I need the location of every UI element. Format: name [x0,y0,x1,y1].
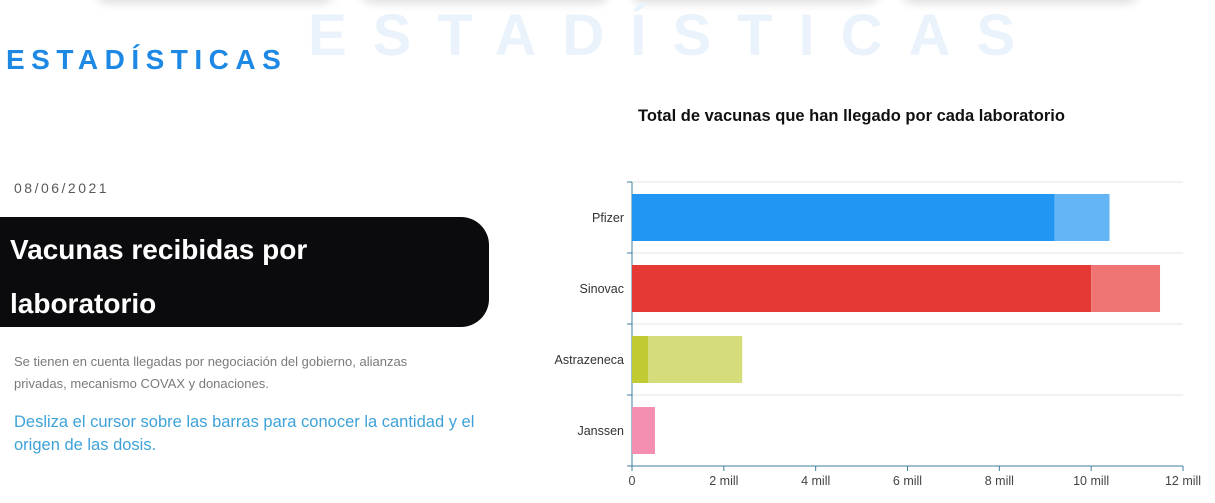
x-tick-label: 6 mill [893,474,922,488]
x-tick-label: 0 [629,474,636,488]
card-note: Se tienen en cuenta llegadas por negocia… [14,354,408,391]
x-tick-label: 12 mill [1165,474,1201,488]
bar-pfizer-segment-2[interactable] [1054,194,1110,241]
card-hint: Desliza el cursor sobre las barras para … [14,413,475,454]
bar-janssen-segment-1[interactable] [632,407,655,454]
x-tick-label: 8 mill [985,474,1014,488]
x-tick-label: 4 mill [801,474,830,488]
card-title-line-2: laboratorio [10,288,157,319]
card-title-box: Vacunas recibidas por laboratorio [0,217,489,327]
bar-astrazeneca-segment-2[interactable] [648,336,743,383]
bar-sinovac-segment-1[interactable] [632,265,1092,312]
y-tick-label: Sinovac [580,282,624,296]
y-tick-label: Janssen [577,424,624,438]
x-tick-label: 2 mill [709,474,738,488]
x-tick-label: 10 mill [1073,474,1109,488]
publication-date: 08/06/2021 [14,180,110,196]
chart-title: Total de vacunas que han llegado por cad… [638,107,1065,125]
y-tick-label: Astrazeneca [555,353,625,367]
section-watermark: ESTADÍSTICAS [308,3,1042,68]
y-tick-label: Pfizer [592,211,624,225]
section-title: ESTADÍSTICAS [6,44,288,75]
bar-pfizer-segment-1[interactable] [632,194,1055,241]
card-title-line-1: Vacunas recibidas por [10,234,308,265]
bar-astrazeneca-segment-1[interactable] [632,336,649,383]
bar-sinovac-segment-2[interactable] [1091,265,1161,312]
